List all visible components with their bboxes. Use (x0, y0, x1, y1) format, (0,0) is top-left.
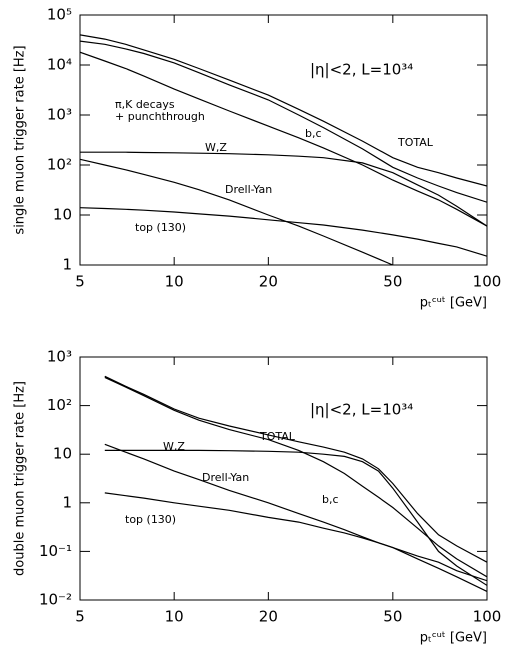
series-label: W,Z (163, 440, 185, 453)
y-tick-label: 10² (47, 156, 72, 174)
series-line (80, 51, 487, 227)
y-tick-label: 10⁵ (47, 6, 72, 24)
x-tick-label: 50 (383, 273, 402, 291)
series-label: top (130) (135, 221, 186, 234)
x-axis-label: pₜᶜᵘᵗ [GeV] (420, 631, 487, 646)
series-label: Drell-Yan (202, 471, 249, 484)
x-tick-label: 10 (165, 608, 184, 626)
series-label: b,c (322, 493, 339, 506)
series-label: Drell-Yan (225, 183, 272, 196)
x-tick-label: 100 (473, 273, 502, 291)
y-tick-label: 10 (53, 206, 72, 224)
y-tick-label: 1 (62, 256, 72, 274)
series-label: TOTAL (259, 430, 296, 443)
x-tick-label: 5 (75, 608, 85, 626)
series-line (104, 376, 487, 578)
series-line (104, 375, 487, 563)
series-line (80, 158, 395, 265)
y-tick-label: 1 (62, 493, 72, 511)
series-label: π,K decays + punchthrough (115, 98, 205, 123)
series-line (104, 443, 487, 592)
y-axis-label: double muon trigger rate [Hz] (13, 381, 28, 576)
y-tick-label: 10³ (47, 348, 72, 366)
x-axis-label: pₜᶜᵘᵗ [GeV] (420, 296, 487, 311)
curves (80, 34, 487, 265)
plot-frame (79, 356, 488, 601)
y-axis-label: single muon trigger rate [Hz] (13, 45, 28, 234)
y-tick-label: 10 (53, 445, 72, 463)
series-label: W,Z (205, 141, 227, 154)
y-tick-label: 10² (47, 396, 72, 414)
x-tick-label: 20 (259, 273, 278, 291)
series-label: TOTAL (397, 136, 434, 149)
x-tick-label: 50 (383, 608, 402, 626)
series-label: top (130) (125, 513, 176, 526)
annotation: |η|<2, L=10³⁴ (310, 61, 413, 79)
series-line (104, 449, 487, 586)
series-line (80, 207, 487, 257)
x-tick-label: 20 (259, 608, 278, 626)
series-line (80, 34, 487, 187)
y-tick-label: 10⁴ (47, 56, 72, 74)
series-label: b,c (305, 127, 322, 140)
series-line (80, 151, 487, 227)
y-tick-label: 10⁻² (39, 591, 72, 609)
curves (104, 375, 487, 592)
x-tick-label: 5 (75, 273, 85, 291)
annotation: |η|<2, L=10³⁴ (310, 401, 413, 419)
series-line (104, 492, 487, 582)
y-tick-label: 10⁻¹ (39, 542, 72, 560)
x-tick-label: 10 (165, 273, 184, 291)
plot-frame (79, 14, 488, 266)
series-line (80, 40, 487, 203)
y-tick-label: 10³ (47, 106, 72, 124)
x-tick-label: 100 (473, 608, 502, 626)
